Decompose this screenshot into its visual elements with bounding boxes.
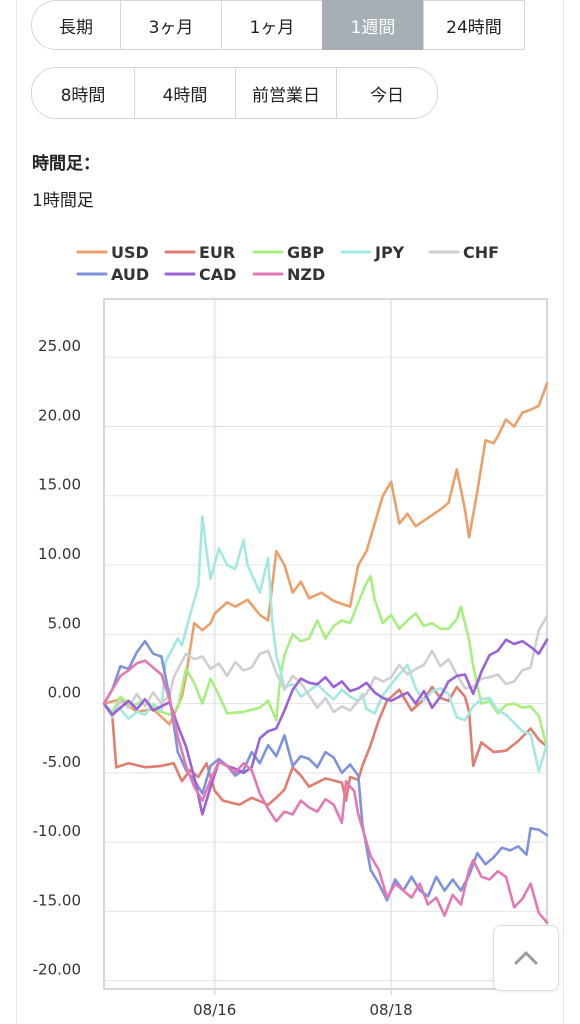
tab-8-hours[interactable]: 8時間 xyxy=(31,67,135,119)
series-line-nzd xyxy=(102,659,549,924)
series-line-gbp xyxy=(102,574,549,750)
x-tick-label: 08/18 xyxy=(370,1001,413,1019)
tab-3-months[interactable]: 3ヶ月 xyxy=(120,0,222,50)
y-tick-label: -20.00 xyxy=(33,961,81,979)
scroll-to-top-button[interactable] xyxy=(493,925,559,991)
y-tick-label: 0.00 xyxy=(48,684,81,702)
y-tick-label: 15.00 xyxy=(38,476,81,494)
period-tabs-row1: 長期 3ヶ月 1ヶ月 1週間 24時間 xyxy=(31,0,525,50)
tab-1-month[interactable]: 1ヶ月 xyxy=(221,0,323,50)
y-tick-label: 25.00 xyxy=(38,337,81,355)
tab-today[interactable]: 今日 xyxy=(336,67,438,119)
timeframe-value: 1時間足 xyxy=(32,191,94,211)
timeframe-title: 時間足： xyxy=(32,154,100,174)
tab-long-term[interactable]: 長期 xyxy=(31,0,121,50)
plot-area xyxy=(103,298,548,990)
y-tick-label: -15.00 xyxy=(33,891,81,909)
tab-24-hours[interactable]: 24時間 xyxy=(423,0,525,50)
legend-label-usd: USD xyxy=(111,243,149,262)
legend-label-nzd: NZD xyxy=(287,265,325,284)
currency-strength-chart: 25.00 20.00 15.00 10.00 5.00 0.00 -5.00 -10.00 -… xyxy=(33,243,549,1019)
legend-label-aud: AUD xyxy=(111,265,149,284)
series-line-cad xyxy=(102,638,549,816)
chevron-up-icon xyxy=(514,951,538,965)
series-line-chf xyxy=(102,615,549,719)
tab-4-hours[interactable]: 4時間 xyxy=(134,67,236,119)
series-line-usd xyxy=(102,382,549,726)
legend-label-jpy: JPY xyxy=(374,243,405,262)
series-line-aud xyxy=(102,639,549,902)
y-tick-label: 5.00 xyxy=(48,614,81,632)
legend-label-eur: EUR xyxy=(199,243,235,262)
y-tick-label: 10.00 xyxy=(38,545,81,563)
period-tabs-row2: 8時間 4時間 前営業日 今日 xyxy=(31,67,438,119)
legend-label-gbp: GBP xyxy=(287,243,324,262)
y-tick-label: -5.00 xyxy=(42,753,81,771)
y-tick-label: -10.00 xyxy=(33,822,81,840)
tab-previous-business-day[interactable]: 前営業日 xyxy=(235,67,337,119)
y-tick-label: 20.00 xyxy=(38,406,81,424)
left-border xyxy=(16,0,17,1024)
tab-1-week[interactable]: 1週間 xyxy=(322,0,424,50)
right-border xyxy=(563,0,564,1024)
x-tick-label: 08/16 xyxy=(193,1001,236,1019)
legend-label-cad: CAD xyxy=(199,265,236,284)
series-line-eur xyxy=(102,685,549,806)
legend-label-chf: CHF xyxy=(463,243,499,262)
